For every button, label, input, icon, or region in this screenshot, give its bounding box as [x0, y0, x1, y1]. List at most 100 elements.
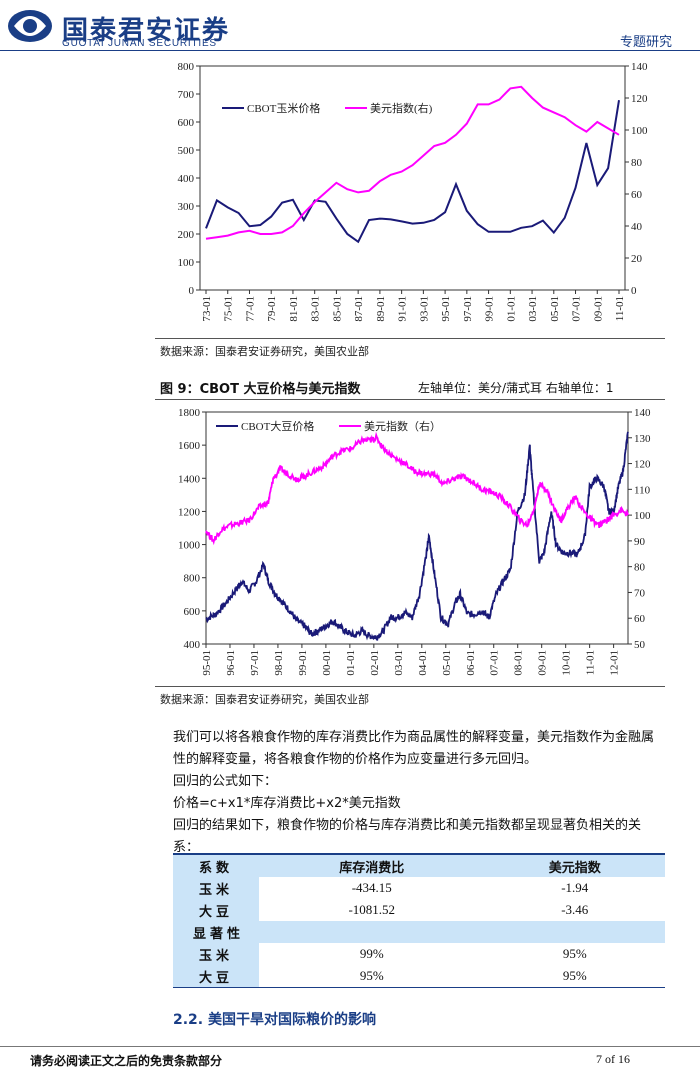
x-axis-tick-label: 11-01 [585, 650, 597, 675]
table-cell: 95% [484, 965, 665, 988]
right-axis-tick-label: 130 [634, 433, 651, 445]
right-axis-tick-label: 40 [631, 221, 643, 233]
left-axis-tick-label: 400 [184, 639, 201, 651]
right-axis-tick-label: 20 [631, 253, 643, 265]
table-header-cell: 美元指数 [484, 853, 665, 877]
x-axis-tick-label: 11-01 [614, 296, 626, 321]
x-axis-tick-label: 75-01 [223, 296, 235, 322]
right-axis-tick-label: 100 [631, 125, 648, 137]
x-axis-tick-label: 08-01 [513, 650, 525, 676]
chart2-units: 左轴单位：美分/蒲式耳 右轴单位：1 [418, 381, 614, 395]
left-axis-tick-label: 1800 [178, 407, 201, 419]
table-header-row: 系数 库存消费比 美元指数 [173, 853, 665, 877]
x-axis-tick-label: 07-01 [489, 650, 501, 676]
series-line [205, 85, 620, 240]
x-axis-tick-label: 97-01 [249, 650, 261, 676]
left-axis-tick-label: 300 [178, 201, 195, 213]
right-axis-tick-label: 50 [634, 639, 646, 651]
x-axis-tick-label: 06-01 [465, 650, 477, 676]
section-tag: 专题研究 [619, 35, 672, 50]
legend-entry: CBOT玉米价格 [247, 101, 320, 115]
right-axis-tick-label: 70 [634, 587, 646, 599]
series-line [205, 431, 629, 546]
table-cell: 95% [259, 965, 485, 988]
right-axis-tick-label: 60 [634, 613, 646, 625]
table-row: 玉米 99% 95% [173, 943, 665, 965]
x-axis-tick-label: 02-01 [369, 650, 381, 676]
table-header-cell: 系数 [173, 853, 259, 877]
x-axis-tick-label: 03-01 [393, 650, 405, 676]
x-axis-tick-label: 79-01 [266, 296, 278, 322]
table-cell: -3.46 [561, 902, 589, 917]
right-axis-tick-label: 60 [631, 189, 643, 201]
x-axis-tick-label: 98-01 [273, 650, 285, 676]
table-row: 大豆 95% 95% [173, 965, 665, 988]
right-axis-tick-label: 120 [634, 459, 651, 471]
logo-sub: GUOTAI JUNAN SECURITIES [62, 38, 217, 49]
x-axis-tick-label: 73-01 [201, 296, 213, 322]
left-axis-tick-label: 1000 [178, 540, 201, 552]
x-axis-tick-label: 10-01 [561, 650, 573, 676]
right-axis-tick-label: 110 [634, 484, 651, 496]
x-axis-tick-label: 77-01 [244, 296, 256, 322]
right-axis-tick-label: 0 [631, 285, 637, 297]
left-axis-tick-label: 1600 [178, 440, 201, 452]
x-axis-tick-label: 03-01 [527, 296, 539, 322]
x-axis-tick-label: 87-01 [353, 296, 365, 322]
x-axis-tick-label: 85-01 [331, 296, 343, 322]
x-axis-tick-label: 05-01 [441, 650, 453, 676]
body-paragraph-4: 回归的结果如下，粮食作物的价格与库存消费比和美元指数都呈现显著负相关的关系： [173, 818, 642, 855]
footer-divider [0, 1046, 700, 1047]
chart2-source: 数据来源：国泰君安证券研究，美国农业部 [160, 693, 369, 706]
left-axis-tick-label: 600 [178, 117, 195, 129]
right-axis-tick-label: 140 [631, 61, 648, 73]
legend-entry: CBOT大豆价格 [241, 419, 314, 433]
x-axis-tick-label: 93-01 [418, 296, 430, 322]
chart2-title-rule [155, 399, 665, 400]
x-axis-tick-label: 04-01 [417, 650, 429, 676]
section-heading: 2.2. 美国干旱对国际粮价的影响 [173, 1012, 376, 1028]
x-axis-tick-label: 96-01 [225, 650, 237, 676]
x-axis-tick-label: 01-01 [505, 296, 517, 322]
x-axis-tick-label: 95-01 [440, 296, 452, 322]
x-axis-tick-label: 09-01 [592, 296, 604, 322]
regression-table: 系数 库存消费比 美元指数 玉米 -434.15 -1.94 大豆 -1081.… [173, 853, 665, 988]
table-cell: -1.94 [561, 880, 589, 895]
left-axis-tick-label: 700 [178, 89, 195, 101]
left-axis-tick-label: 200 [178, 229, 195, 241]
table-row: 大豆 -1081.52 -3.46 [173, 899, 665, 921]
x-axis-tick-label: 97-01 [462, 296, 474, 322]
plot-frame [199, 65, 626, 291]
x-axis-tick-label: 07-01 [571, 296, 583, 322]
x-axis-tick-label: 89-01 [375, 296, 387, 322]
right-axis-tick-label: 80 [634, 562, 646, 574]
table-cell: -1081.52 [348, 902, 396, 917]
table-cell: 大豆 [173, 899, 259, 921]
series-line [205, 431, 629, 641]
corn-dollar-chart: 0 100 200 300 400 500 600 700 800 0 20 40 60 80 100 120… [178, 61, 649, 322]
footer-disclaimer: 请务必阅读正文之后的免责条款部分 [30, 1054, 223, 1068]
chart2-title: 图 9：CBOT 大豆价格与美元指数 [160, 382, 361, 397]
table-header-cell: 库存消费比 [259, 853, 485, 877]
left-axis-tick-label: 0 [189, 285, 195, 297]
right-axis-tick-label: 140 [634, 407, 651, 419]
x-axis-tick-label: 91-01 [397, 296, 409, 322]
x-axis-tick-label: 81-01 [288, 296, 300, 322]
right-axis-tick-label: 120 [631, 93, 648, 105]
soybean-dollar-chart: 400 600 800 1000 1200 1400 1600 1800 50 60 70 80 90 1… [178, 407, 651, 676]
x-axis-tick-label: 09-01 [537, 650, 549, 676]
left-axis-tick-label: 1200 [178, 506, 201, 518]
table-cell: 95% [562, 946, 587, 961]
left-axis-tick-label: 800 [178, 61, 195, 73]
table-cell: 玉米 [173, 877, 259, 899]
left-axis-tick-label: 800 [184, 573, 201, 585]
logo-main: 国泰君安证券 [62, 16, 231, 46]
header-divider [0, 50, 700, 51]
x-axis-tick-label: 12-01 [609, 650, 621, 676]
chart2-rule [155, 686, 665, 687]
body-paragraph-2: 回归的公式如下： [173, 774, 278, 789]
x-axis-tick-label: 99-01 [484, 296, 496, 322]
left-axis-tick-label: 500 [178, 145, 195, 157]
left-axis-tick-label: 1400 [178, 473, 201, 485]
series-line [205, 100, 620, 244]
